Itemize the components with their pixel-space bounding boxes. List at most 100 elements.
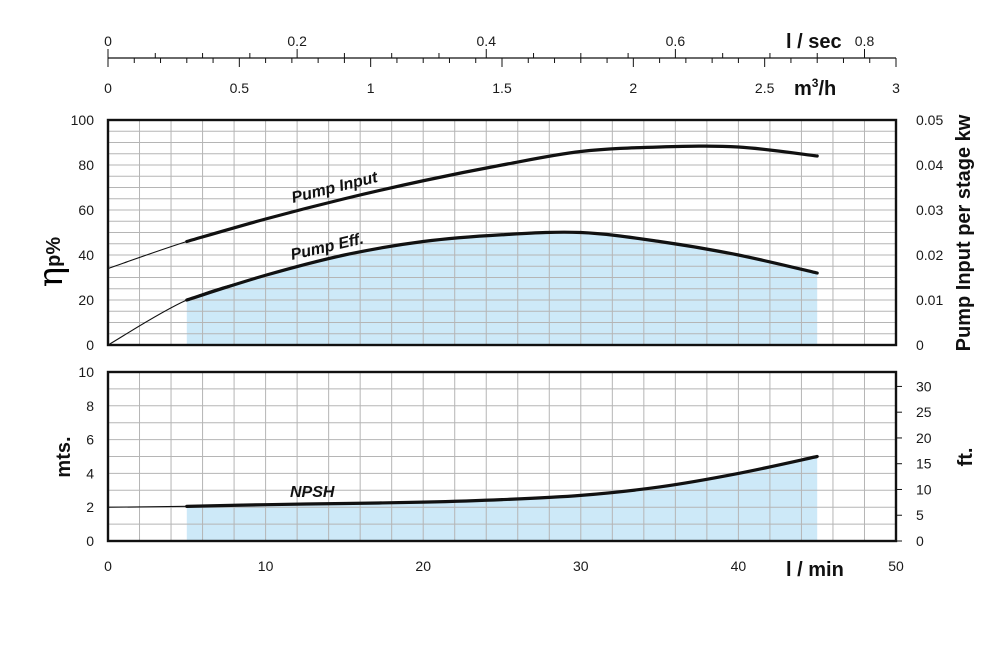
npsh-meters-tick-label: 2 [86, 499, 94, 515]
x-tick-label: 20 [415, 558, 431, 574]
x-tick-label: 30 [573, 558, 589, 574]
npsh-feet-tick-label: 15 [916, 456, 932, 472]
efficiency-axis-sub: p% [43, 237, 65, 267]
npsh-feet-tick-label: 10 [916, 481, 932, 497]
lsec-tick-label: 0 [104, 33, 112, 49]
pump-eff-point [264, 274, 267, 277]
x-tick-label: 50 [888, 558, 904, 574]
pump-input-point [579, 150, 582, 153]
npsh-point [816, 455, 819, 458]
pump-input-point [264, 218, 267, 220]
pump-input-axis-title: Pump Input per stage kw [953, 114, 975, 351]
efficiency-tick-label: 40 [78, 247, 94, 263]
pump-eff-point [501, 233, 503, 236]
m3h-tick-label: 0.5 [230, 80, 250, 96]
npsh-point [737, 472, 740, 475]
pump-input-tick-label: 0.02 [916, 247, 943, 263]
m3h-tick-label: 2.5 [755, 80, 775, 96]
top-axes: 0 0.2 0.4 0.6 0.80 0.5 1 1.5 2 2.5 3 l / sec m3/h [104, 31, 900, 100]
npsh-meters-tick-label: 4 [86, 465, 94, 481]
lower-grid [108, 372, 896, 541]
pump-input-point [658, 146, 661, 148]
npsh-feet-tick-label: 30 [916, 378, 932, 394]
pump-input-tick-label: 0.03 [916, 202, 943, 218]
lsec-tick-label: 0.8 [855, 33, 875, 49]
m3h-tick-label: 0 [104, 80, 112, 96]
x-axis-tick-labels: 0 10 20 30 40 50 [104, 558, 904, 574]
npsh-feet-tick-label: 20 [916, 430, 932, 446]
pump-input-tick-label: 0 [916, 337, 924, 353]
top-axis-ticks: 0 0.2 0.4 0.6 0.8 0 0.5 1 1.5 2 2.5 3 [104, 33, 900, 96]
upper-left-tick-labels: 0 20 40 60 80 100 [71, 112, 95, 353]
lower-panel: 0 2 4 6 8 10 0 5 10 15 20 25 30 mts. ft. NPSH [53, 364, 977, 549]
npsh-meters-axis-title: mts. [53, 436, 75, 477]
npsh-feet-axis-title: ft. [955, 448, 977, 467]
upper-grid [108, 120, 896, 345]
pump-eff-point [658, 240, 661, 243]
npsh-operating-area [186, 456, 818, 541]
upper-panel: 0 20 40 60 80 100 0 0.01 0.02 0.03 0.04 0.05 ηp% P… [31, 112, 975, 353]
x-tick-label: 0 [104, 558, 112, 574]
upper-right-tick-labels: 0 0.01 0.02 0.03 0.04 0.05 [916, 112, 943, 353]
npsh-feet-tick-label: 5 [916, 507, 924, 523]
pump-input-tick-label: 0.01 [916, 292, 943, 308]
upper-plot-frame [106, 118, 898, 347]
m3h-unit-label: m3/h [794, 76, 836, 100]
x-axis-unit-label: l / min [786, 559, 844, 581]
npsh-feet-tick-label: 0 [916, 533, 924, 549]
npsh-meters-tick-label: 10 [78, 364, 94, 380]
npsh-feet-tick-label: 25 [916, 404, 932, 420]
x-tick-label: 40 [731, 558, 747, 574]
efficiency-tick-label: 0 [86, 337, 94, 353]
efficiency-axis-eta: η [31, 267, 71, 287]
lower-right-tick-labels: 0 5 10 15 20 25 30 [896, 378, 932, 549]
m3h-tick-label: 1.5 [492, 80, 512, 96]
npsh-point [343, 502, 346, 505]
npsh-curve-label: NPSH [290, 484, 335, 501]
pump-input-point [816, 155, 819, 157]
pump-eff-point [579, 231, 582, 234]
pump-input-tick-label: 0.05 [916, 112, 943, 128]
m3h-tick-label: 1 [367, 80, 375, 96]
lsec-tick-label: 0.4 [477, 33, 497, 49]
pump-eff-point [816, 272, 819, 274]
m3h-unit-tail: /h [818, 78, 836, 100]
pump-eff-point [185, 299, 188, 301]
pump-input-point [737, 146, 740, 148]
m3h-tick-label: 2 [629, 80, 637, 96]
pump-input-curve-operating [185, 144, 819, 244]
lsec-tick-label: 0.6 [666, 33, 686, 49]
x-tick-label: 10 [258, 558, 274, 574]
pump-input-point [185, 240, 188, 243]
lower-left-tick-labels: 0 2 4 6 8 10 [78, 364, 94, 549]
upper-curves [107, 144, 819, 346]
m3h-tick-label: 3 [892, 80, 900, 96]
npsh-meters-tick-label: 6 [86, 432, 94, 448]
pump-input-point [422, 179, 425, 182]
lower-curves [107, 454, 819, 508]
pump-input-tick-label: 0.04 [916, 157, 943, 173]
pump-eff-point [737, 254, 740, 256]
lower-operating-fill [186, 456, 818, 541]
npsh-point [501, 498, 503, 501]
pump-eff-point [422, 240, 425, 243]
lsec-tick-label: 0.2 [287, 33, 307, 49]
npsh-meters-tick-label: 0 [86, 533, 94, 549]
npsh-meters-tick-label: 8 [86, 398, 94, 414]
efficiency-axis-title: ηp% [31, 237, 71, 288]
pump-eff-point [343, 254, 346, 256]
lower-plot-frame [106, 370, 898, 543]
efficiency-tick-label: 60 [78, 202, 94, 218]
npsh-point [185, 505, 188, 508]
efficiency-tick-label: 100 [71, 112, 95, 128]
m3h-unit-sup: 3 [812, 76, 819, 90]
efficiency-tick-label: 20 [78, 292, 94, 308]
npsh-point [579, 494, 582, 497]
pump-input-point [343, 197, 346, 200]
pump-input-point [501, 164, 503, 166]
npsh-point [264, 503, 267, 506]
npsh-point [422, 501, 425, 504]
m3h-unit-base: m [794, 78, 812, 100]
efficiency-tick-label: 80 [78, 157, 94, 173]
